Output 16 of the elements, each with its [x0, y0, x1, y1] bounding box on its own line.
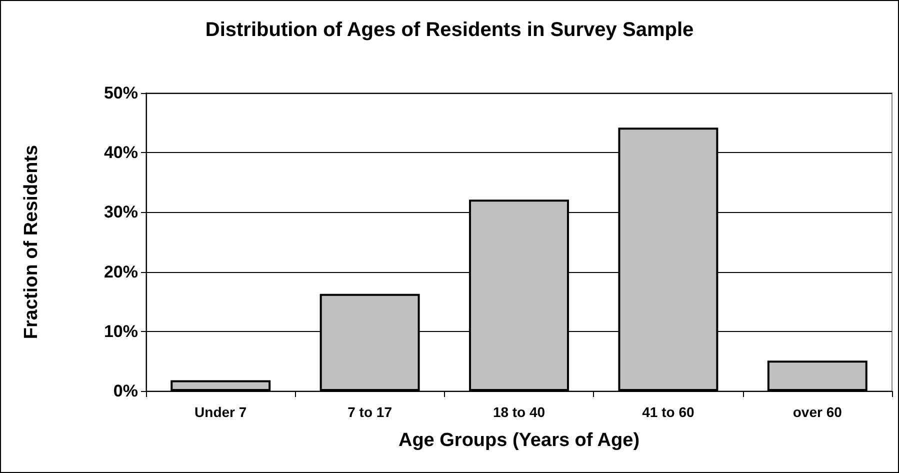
x-tick-label: 18 to 40: [492, 404, 546, 420]
y-tick-label: 20%: [104, 262, 138, 282]
y-axis-title: Fraction of Residents: [21, 144, 42, 340]
x-tick-label: 41 to 60: [642, 404, 694, 420]
y-tick-label: 0%: [113, 382, 138, 400]
x-tick-label: 7 to 17: [348, 404, 392, 420]
chart-title: Distribution of Ages of Residents in Survey Sample: [205, 19, 694, 41]
x-axis-title: Age Groups (Years of Age): [398, 430, 640, 451]
y-tick-label: 10%: [104, 322, 138, 341]
y-tick-label: 40%: [104, 143, 138, 162]
y-tick-label: 30%: [104, 202, 138, 222]
y-tick-label: 50%: [104, 84, 138, 102]
bar: [170, 380, 271, 391]
x-tick-label: over 60: [792, 404, 842, 420]
x-tick-label: Under 7: [194, 404, 247, 420]
bar: [767, 360, 868, 391]
